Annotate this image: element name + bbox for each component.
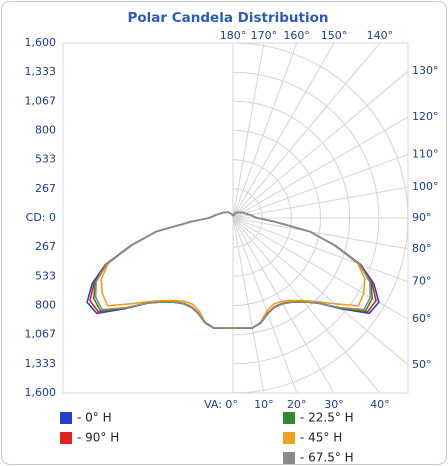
legend-label: - 0° H bbox=[77, 411, 112, 425]
legend-swatch bbox=[283, 432, 295, 444]
angle-tick-label: 120° bbox=[412, 110, 439, 123]
angle-tick-label: 20° bbox=[287, 398, 307, 411]
angle-tick-label: 110° bbox=[412, 147, 439, 160]
grid-spoke bbox=[232, 42, 265, 219]
r-tick-label: 533 bbox=[35, 269, 56, 282]
r-tick-label: 1,067 bbox=[25, 94, 57, 107]
grid-spoke bbox=[232, 116, 409, 219]
grid-spoke bbox=[232, 70, 409, 219]
grid-spoke bbox=[232, 217, 335, 394]
angle-tick-label: 80° bbox=[412, 242, 432, 255]
chart-title: Polar Candela Distribution bbox=[128, 10, 329, 26]
r-tick-label: 1,600 bbox=[25, 36, 57, 49]
r-tick-label: 1,067 bbox=[25, 328, 57, 341]
grid-spoke bbox=[232, 186, 409, 219]
legend-swatch bbox=[60, 412, 72, 424]
angle-tick-label: 60° bbox=[412, 312, 432, 325]
candela-curve bbox=[232, 211, 372, 329]
r-tick-label: CD: 0 bbox=[26, 211, 56, 224]
angle-tick-label: 170° bbox=[251, 29, 278, 42]
grid-spoke bbox=[232, 217, 409, 250]
angle-tick-label: 10° bbox=[254, 398, 274, 411]
angle-tick-label: 70° bbox=[412, 275, 432, 288]
angle-tick-label: 130° bbox=[412, 64, 439, 77]
grid-spoke bbox=[232, 42, 381, 219]
grid-spoke bbox=[232, 217, 381, 394]
legend-label: - 90° H bbox=[77, 431, 119, 445]
legend-swatch bbox=[283, 412, 295, 424]
angle-tick-label: 50° bbox=[412, 358, 432, 371]
r-tick-label: 1,333 bbox=[25, 65, 57, 78]
angle-tick-label: 180° bbox=[220, 29, 247, 42]
r-tick-label: 800 bbox=[35, 299, 56, 312]
angle-tick-label: 150° bbox=[321, 29, 348, 42]
angle-tick-label: 160° bbox=[283, 29, 310, 42]
grid-spoke bbox=[232, 153, 409, 219]
legend-label: - 45° H bbox=[300, 431, 342, 445]
grid-spoke bbox=[232, 217, 298, 394]
grid-spoke bbox=[232, 42, 298, 219]
grid-spoke bbox=[232, 42, 335, 219]
grid-spoke bbox=[232, 217, 265, 394]
legend-swatch bbox=[60, 432, 72, 444]
angle-tick-label: 140° bbox=[367, 29, 394, 42]
r-tick-label: 1,600 bbox=[25, 386, 57, 399]
angle-tick-label: VA: 0° bbox=[204, 398, 238, 411]
r-tick-label: 800 bbox=[35, 124, 56, 137]
legend-label: - 22.5° H bbox=[300, 411, 354, 425]
grid-spoke bbox=[232, 217, 409, 366]
angle-tick-label: 30° bbox=[324, 398, 344, 411]
r-tick-label: 267 bbox=[35, 240, 56, 253]
r-tick-label: 267 bbox=[35, 182, 56, 195]
angle-tick-label: 90° bbox=[412, 211, 432, 224]
grid-spoke bbox=[232, 217, 409, 283]
legend-swatch bbox=[283, 452, 295, 464]
angle-tick-label: 100° bbox=[412, 180, 439, 193]
legend-label: - 67.5° H bbox=[300, 451, 354, 465]
r-tick-label: 533 bbox=[35, 153, 56, 166]
angle-tick-label: 40° bbox=[370, 398, 390, 411]
candela-curve bbox=[94, 211, 234, 329]
r-tick-label: 1,333 bbox=[25, 357, 57, 370]
